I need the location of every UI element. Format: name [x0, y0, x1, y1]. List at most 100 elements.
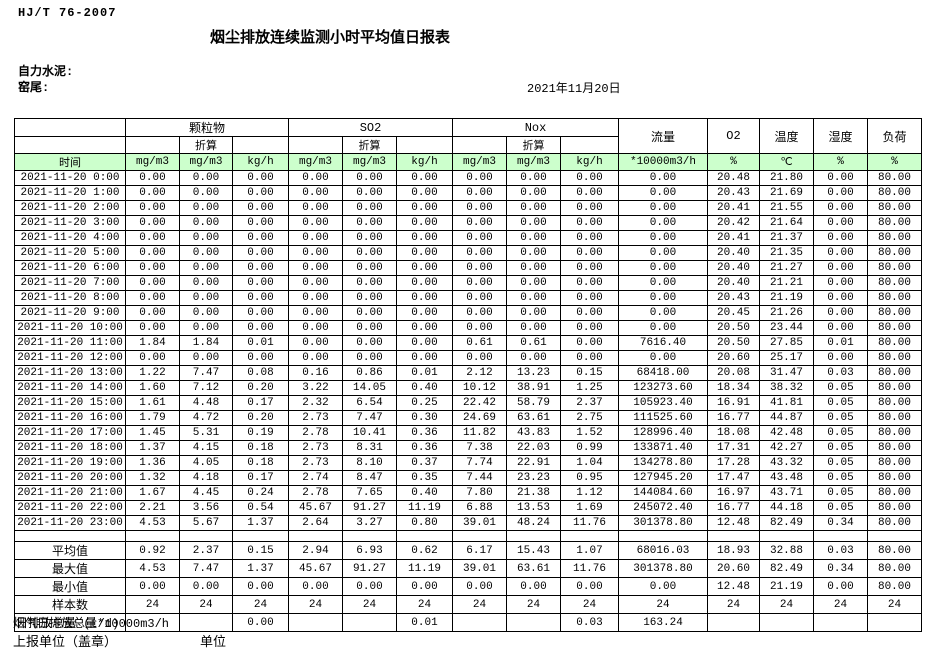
- value-cell: 20.60: [707, 350, 760, 366]
- time-cell: 2021-11-20 17:00: [14, 425, 126, 441]
- value-cell: 0.00: [452, 290, 507, 306]
- value-cell: 0.03: [813, 541, 868, 560]
- value-cell: 0.00: [288, 245, 343, 261]
- time-cell: 2021-11-20 15:00: [14, 395, 126, 411]
- blank-cell: [342, 530, 397, 542]
- value-cell: 0.00: [288, 320, 343, 336]
- value-cell: 20.41: [707, 230, 760, 246]
- value-cell: 20.60: [707, 559, 760, 578]
- value-cell: 301378.80: [618, 515, 708, 531]
- value-cell: 0.01: [396, 613, 453, 632]
- value-cell: 80.00: [867, 200, 922, 216]
- value-cell: 0.00: [560, 290, 619, 306]
- value-cell: 4.48: [179, 395, 233, 411]
- value-cell: 127945.20: [618, 470, 708, 486]
- value-cell: 45.67: [288, 500, 343, 516]
- value-cell: 0.00: [618, 185, 708, 201]
- value-cell: 0.00: [813, 350, 868, 366]
- value-cell: 0.00: [232, 230, 289, 246]
- value-cell: 0.00: [813, 305, 868, 321]
- value-cell: 0.00: [342, 350, 397, 366]
- value-cell: 21.27: [759, 260, 814, 276]
- value-cell: 21.19: [759, 577, 814, 596]
- value-cell: 0.00: [125, 200, 180, 216]
- value-cell: 0.00: [232, 275, 289, 291]
- value-cell: 0.00: [125, 215, 180, 231]
- blank-cell: [867, 530, 922, 542]
- time-cell: 2021-11-20 19:00: [14, 455, 126, 471]
- value-cell: 82.49: [759, 515, 814, 531]
- header-pm-group: 颗粒物: [125, 118, 289, 137]
- value-cell: 21.37: [759, 230, 814, 246]
- summary-label: 样本数: [14, 595, 126, 614]
- value-cell: 80.00: [867, 500, 922, 516]
- value-cell: 80.00: [867, 245, 922, 261]
- table-row: 2021-11-20 8:00 0.00 0.00 0.00 0.00 0.00 0.00 0…: [14, 290, 922, 306]
- value-cell: 2.78: [288, 425, 343, 441]
- value-cell: 80.00: [867, 559, 922, 578]
- header-blank-cell: [560, 136, 619, 154]
- time-cell: 2021-11-20 13:00: [14, 365, 126, 381]
- header-blank-cell: [396, 136, 453, 154]
- value-cell: 0.00: [288, 200, 343, 216]
- value-cell: 14.05: [342, 380, 397, 396]
- header-nox-group: Nox: [452, 118, 619, 137]
- value-cell: 11.82: [452, 425, 507, 441]
- value-cell: 1.45: [125, 425, 180, 441]
- value-cell: 7.12: [179, 380, 233, 396]
- blank-cell: [560, 530, 619, 542]
- value-cell: 1.32: [125, 470, 180, 486]
- value-cell: 12.48: [707, 515, 760, 531]
- value-cell: 0.00: [813, 170, 868, 186]
- value-cell: 80.00: [867, 395, 922, 411]
- value-cell: 27.85: [759, 335, 814, 351]
- value-cell: 0.01: [813, 335, 868, 351]
- value-cell: 0.00: [396, 170, 453, 186]
- value-cell: 10.41: [342, 425, 397, 441]
- table-row: 2021-11-20 2:00 0.00 0.00 0.00 0.00 0.00 0.00 0…: [14, 200, 922, 216]
- value-cell: 24: [560, 595, 619, 614]
- value-cell: 0.00: [342, 215, 397, 231]
- value-cell: 80.00: [867, 485, 922, 501]
- value-cell: 0.00: [125, 275, 180, 291]
- value-cell: 21.26: [759, 305, 814, 321]
- value-cell: 80.00: [867, 410, 922, 426]
- value-cell: 0.00: [179, 320, 233, 336]
- value-cell: 91.27: [342, 559, 397, 578]
- value-cell: 45.67: [288, 559, 343, 578]
- value-cell: 0.00: [452, 577, 507, 596]
- value-cell: 20.43: [707, 290, 760, 306]
- value-cell: 6.54: [342, 395, 397, 411]
- value-cell: 24: [707, 595, 760, 614]
- value-cell: 0.00: [813, 185, 868, 201]
- header-nox-converted: 折算: [506, 136, 561, 154]
- value-cell: [813, 613, 868, 632]
- value-cell: 0.00: [396, 200, 453, 216]
- reporting-unit-label: 上报单位（盖章）: [13, 635, 118, 650]
- value-cell: 0.00: [288, 290, 343, 306]
- summary-label: 最小值: [14, 577, 126, 596]
- time-cell: 2021-11-20 11:00: [14, 335, 126, 351]
- value-cell: 0.00: [560, 275, 619, 291]
- value-cell: 0.00: [506, 350, 561, 366]
- unit-cell: %: [867, 153, 922, 171]
- value-cell: [867, 613, 922, 632]
- header-blank-cell: [288, 136, 343, 154]
- value-cell: 0.00: [232, 577, 289, 596]
- value-cell: 63.61: [506, 559, 561, 578]
- value-cell: 0.18: [232, 455, 289, 471]
- value-cell: 80.00: [867, 185, 922, 201]
- value-cell: 0.00: [618, 290, 708, 306]
- value-cell: 42.48: [759, 425, 814, 441]
- value-cell: 0.00: [618, 260, 708, 276]
- value-cell: 2.21: [125, 500, 180, 516]
- value-cell: 0.00: [232, 350, 289, 366]
- value-cell: 80.00: [867, 335, 922, 351]
- value-cell: 13.23: [506, 365, 561, 381]
- table-row: 2021-11-20 5:00 0.00 0.00 0.00 0.00 0.00 0.00 0…: [14, 245, 922, 261]
- value-cell: 0.03: [813, 365, 868, 381]
- value-cell: 0.00: [179, 290, 233, 306]
- header-so2-group: SO2: [288, 118, 453, 137]
- value-cell: 0.00: [342, 305, 397, 321]
- unit-cell: ℃: [759, 153, 814, 171]
